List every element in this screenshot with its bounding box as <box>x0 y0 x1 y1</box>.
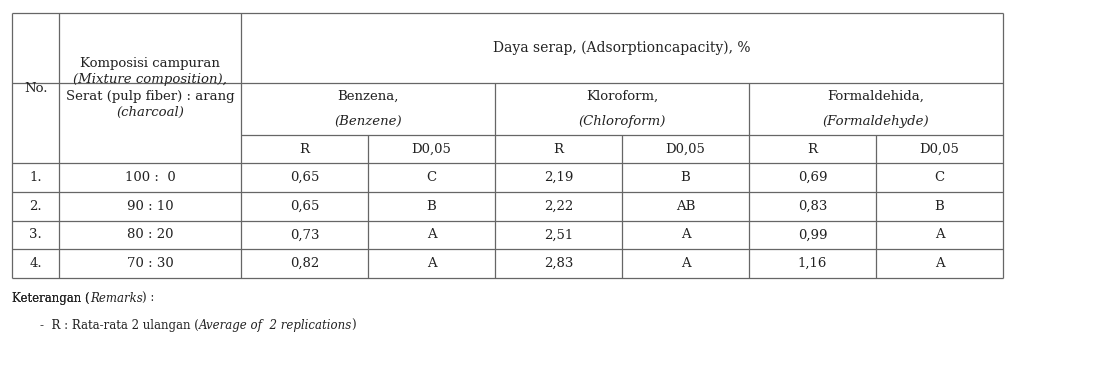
Text: D0,05: D0,05 <box>412 142 452 156</box>
Text: D0,05: D0,05 <box>920 142 960 156</box>
Text: No.: No. <box>24 82 48 94</box>
Text: 0,65: 0,65 <box>290 171 319 184</box>
Text: 0,99: 0,99 <box>798 228 827 242</box>
Text: 100 :  0: 100 : 0 <box>124 171 175 184</box>
Text: A: A <box>426 228 436 242</box>
Text: (Mixture composition),: (Mixture composition), <box>73 73 227 86</box>
Text: 2,19: 2,19 <box>544 171 573 184</box>
Text: A: A <box>426 257 436 270</box>
Text: 2.: 2. <box>29 200 42 213</box>
Text: ) :: ) : <box>143 292 155 305</box>
Text: Remarks: Remarks <box>90 292 143 305</box>
Text: (Benzene): (Benzene) <box>334 115 402 128</box>
Text: Serat (pulp fiber) : arang: Serat (pulp fiber) : arang <box>65 90 235 103</box>
Text: AB: AB <box>675 200 695 213</box>
Text: 1,16: 1,16 <box>798 257 827 270</box>
Text: 1.: 1. <box>29 171 42 184</box>
Text: R: R <box>807 142 817 156</box>
Text: 2,83: 2,83 <box>544 257 573 270</box>
Text: (Chloroform): (Chloroform) <box>578 115 665 128</box>
Text: R: R <box>300 142 310 156</box>
Text: A: A <box>681 228 691 242</box>
Text: 0,82: 0,82 <box>290 257 319 270</box>
Text: B: B <box>934 200 944 213</box>
Text: 0,73: 0,73 <box>290 228 319 242</box>
Text: A: A <box>681 257 691 270</box>
Text: Kloroform,: Kloroform, <box>586 90 658 103</box>
Text: 3.: 3. <box>29 228 42 242</box>
Text: B: B <box>681 171 691 184</box>
Text: Keterangan (: Keterangan ( <box>12 292 90 305</box>
Text: -  R : Rata-rata 2 ulangan (: - R : Rata-rata 2 ulangan ( <box>40 319 199 332</box>
Text: Keterangan (: Keterangan ( <box>12 292 90 305</box>
Text: 2,22: 2,22 <box>544 200 573 213</box>
Text: 2,51: 2,51 <box>544 228 573 242</box>
Text: 70 : 30: 70 : 30 <box>126 257 174 270</box>
Text: Formaldehida,: Formaldehida, <box>828 90 924 103</box>
Text: B: B <box>426 200 436 213</box>
Text: 90 : 10: 90 : 10 <box>126 200 173 213</box>
Text: Benzena,: Benzena, <box>338 90 399 103</box>
Text: C: C <box>426 171 436 184</box>
Text: (Formaldehyde): (Formaldehyde) <box>823 115 929 128</box>
Text: 0,69: 0,69 <box>798 171 827 184</box>
Text: R: R <box>554 142 563 156</box>
Text: A: A <box>934 228 944 242</box>
Text: (charcoal): (charcoal) <box>116 106 184 119</box>
Text: C: C <box>934 171 944 184</box>
Text: A: A <box>934 257 944 270</box>
Text: Komposisi campuran: Komposisi campuran <box>80 57 220 70</box>
Text: 0,83: 0,83 <box>798 200 827 213</box>
Text: Average of  2 replications: Average of 2 replications <box>198 319 352 332</box>
Text: 80 : 20: 80 : 20 <box>126 228 173 242</box>
Text: Daya serap, (Adsorptioncapacity), %: Daya serap, (Adsorptioncapacity), % <box>494 41 751 55</box>
Text: ): ) <box>351 319 356 332</box>
Text: D0,05: D0,05 <box>665 142 705 156</box>
Text: 4.: 4. <box>29 257 42 270</box>
Text: 0,65: 0,65 <box>290 200 319 213</box>
